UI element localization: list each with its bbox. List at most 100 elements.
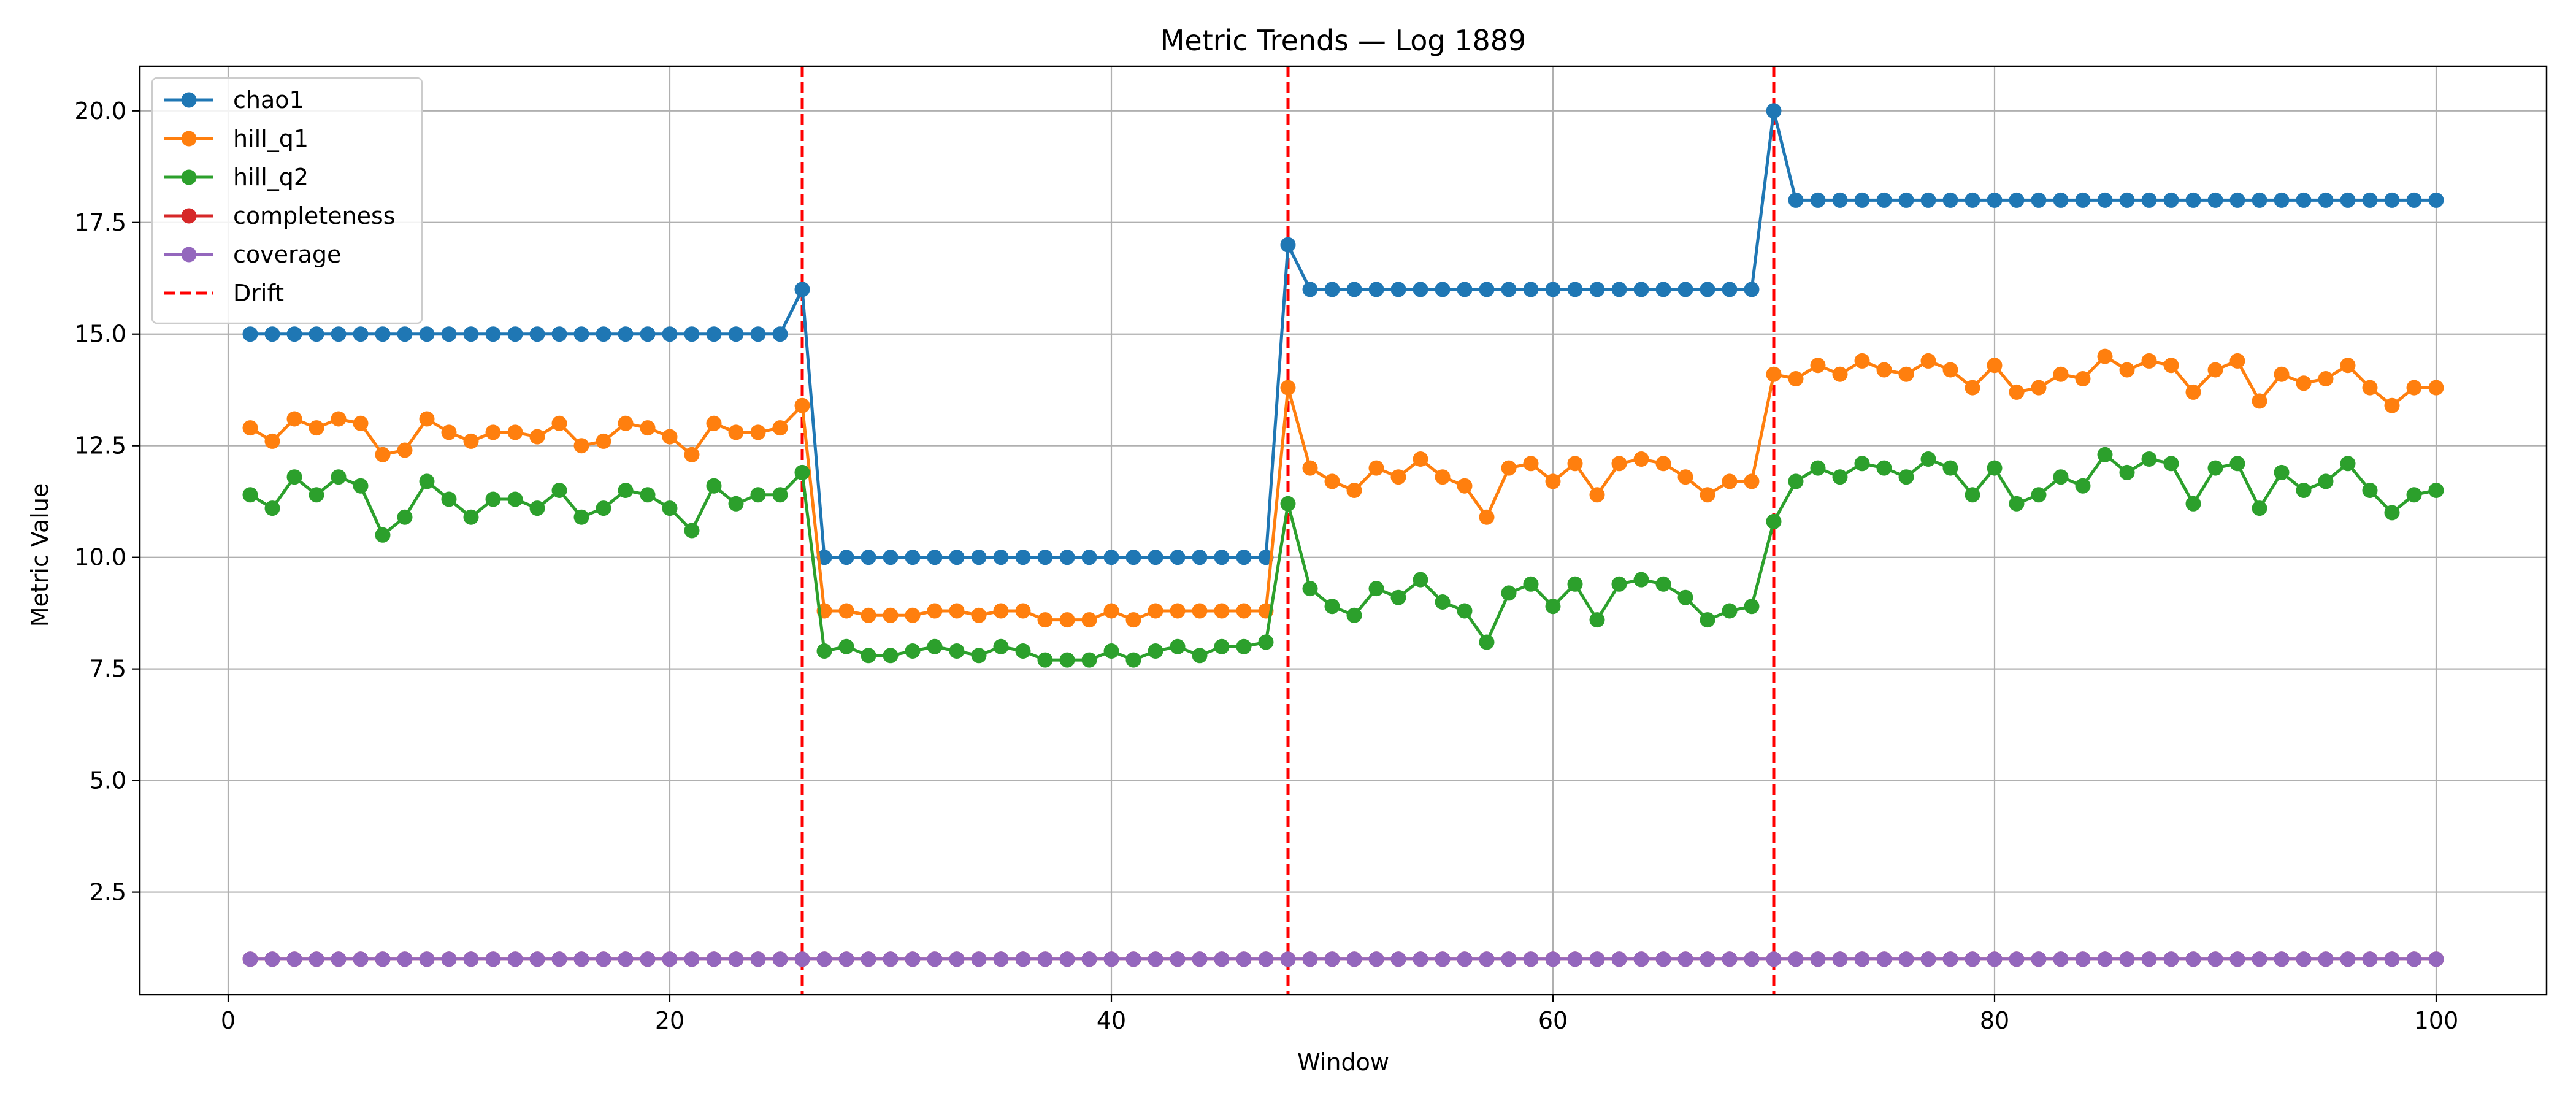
data-point-hill-q1 — [662, 429, 678, 445]
legend-item-chao1: chao1 — [164, 86, 304, 113]
data-point-hill-q2 — [1611, 576, 1627, 592]
data-point-hill-q1 — [684, 447, 700, 462]
y-tick-label: 12.5 — [74, 432, 126, 459]
data-point-hill-q1 — [1700, 487, 1715, 503]
y-tick-label: 17.5 — [74, 209, 126, 236]
y-tick-label: 10.0 — [74, 544, 126, 571]
legend: chao1 hill_q1 hill_q2 completeness coverage D… — [151, 77, 423, 324]
data-point-hill-q1 — [1788, 371, 1804, 386]
data-point-chao1 — [706, 326, 722, 342]
data-point-chao1 — [905, 550, 921, 565]
data-point-chao1 — [1346, 282, 1362, 297]
data-point-coverage — [1788, 951, 1804, 967]
data-point-chao1 — [1479, 282, 1495, 297]
data-point-coverage — [1655, 951, 1671, 967]
data-point-coverage — [2009, 951, 2025, 967]
y-tick-label: 2.5 — [90, 879, 126, 906]
data-point-hill-q2 — [375, 527, 391, 543]
data-point-hill-q2 — [2207, 460, 2223, 476]
data-point-coverage — [2075, 951, 2091, 967]
data-point-chao1 — [1148, 550, 1163, 565]
data-point-hill-q2 — [1700, 612, 1715, 628]
data-point-chao1 — [463, 326, 479, 342]
data-point-hill-q1 — [1302, 460, 1318, 476]
data-point-hill-q2 — [618, 483, 634, 498]
data-point-hill-q2 — [2362, 483, 2378, 498]
y-tick-label: 5.0 — [90, 767, 126, 794]
data-point-chao1 — [2185, 192, 2201, 208]
data-point-chao1 — [375, 326, 391, 342]
data-point-hill-q1 — [993, 603, 1009, 619]
data-point-hill-q2 — [1501, 585, 1517, 601]
data-point-chao1 — [529, 326, 545, 342]
data-point-hill-q1 — [2384, 397, 2400, 413]
data-point-hill-q1 — [2274, 366, 2290, 382]
data-point-coverage — [1545, 951, 1561, 967]
data-point-hill-q1 — [618, 415, 634, 431]
data-point-chao1 — [264, 326, 280, 342]
data-point-chao1 — [1898, 192, 1914, 208]
data-point-coverage — [397, 951, 413, 967]
data-point-hill-q2 — [2009, 496, 2025, 512]
data-point-hill-q2 — [1192, 648, 1208, 664]
data-point-chao1 — [1081, 550, 1097, 565]
data-point-coverage — [662, 951, 678, 967]
data-point-hill-q1 — [1744, 473, 1760, 489]
data-point-hill-q1 — [331, 411, 347, 427]
data-point-hill-q2 — [1214, 638, 1230, 654]
data-point-coverage — [706, 951, 722, 967]
data-point-hill-q2 — [1368, 581, 1384, 597]
data-point-chao1 — [1390, 282, 1406, 297]
legend-marker-swatch — [181, 92, 197, 108]
legend-marker-swatch — [181, 169, 197, 185]
data-point-coverage — [1214, 951, 1230, 967]
data-point-coverage — [640, 951, 656, 967]
data-point-coverage — [1258, 951, 1274, 967]
data-point-hill-q1 — [551, 415, 567, 431]
data-point-coverage — [2053, 951, 2069, 967]
legend-label: completeness — [233, 202, 396, 229]
data-point-hill-q2 — [640, 487, 656, 503]
data-point-chao1 — [419, 326, 435, 342]
data-point-coverage — [331, 951, 347, 967]
data-point-coverage — [1435, 951, 1451, 967]
data-point-coverage — [1236, 951, 1252, 967]
data-point-coverage — [1633, 951, 1649, 967]
data-point-hill-q1 — [1368, 460, 1384, 476]
data-point-hill-q1 — [1523, 456, 1539, 472]
data-point-hill-q2 — [1236, 638, 1252, 654]
x-tick-label: 40 — [1097, 1007, 1126, 1034]
data-point-coverage — [618, 951, 634, 967]
data-point-hill-q2 — [2340, 456, 2356, 472]
data-point-coverage — [794, 951, 810, 967]
data-point-hill-q1 — [353, 415, 369, 431]
data-point-hill-q1 — [419, 411, 435, 427]
data-point-chao1 — [507, 326, 523, 342]
data-point-coverage — [750, 951, 766, 967]
data-point-hill-q2 — [1413, 572, 1428, 588]
data-point-hill-q2 — [1567, 576, 1583, 592]
data-point-hill-q2 — [1170, 638, 1186, 654]
data-point-chao1 — [971, 550, 987, 565]
data-point-hill-q2 — [1854, 456, 1870, 472]
data-point-hill-q1 — [1435, 469, 1451, 485]
data-point-coverage — [1037, 951, 1053, 967]
data-point-coverage — [1744, 951, 1760, 967]
data-point-chao1 — [662, 326, 678, 342]
data-point-chao1 — [1567, 282, 1583, 297]
data-point-hill-q1 — [507, 424, 523, 440]
data-point-coverage — [2031, 951, 2047, 967]
data-point-coverage — [1413, 951, 1428, 967]
data-point-hill-q1 — [2340, 358, 2356, 374]
data-point-coverage — [2185, 951, 2201, 967]
data-point-coverage — [772, 951, 788, 967]
data-point-chao1 — [1236, 550, 1252, 565]
data-point-chao1 — [1700, 282, 1715, 297]
data-point-hill-q2 — [1346, 607, 1362, 623]
data-point-hill-q1 — [1545, 473, 1561, 489]
data-point-hill-q2 — [1744, 599, 1760, 615]
legend-marker-swatch — [181, 247, 197, 263]
data-point-coverage — [1170, 951, 1186, 967]
data-point-hill-q2 — [2053, 469, 2069, 485]
data-point-coverage — [2119, 951, 2135, 967]
